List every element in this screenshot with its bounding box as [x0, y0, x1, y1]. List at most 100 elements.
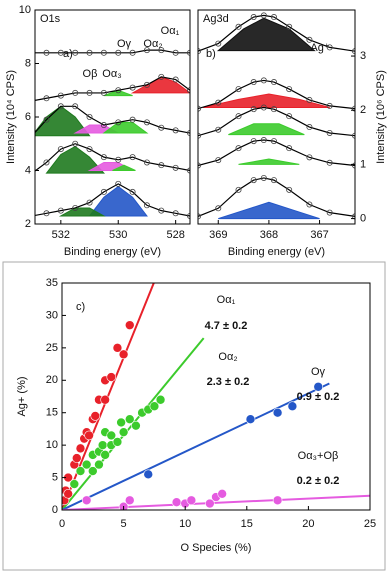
data-point: [186, 495, 197, 506]
data-point: [270, 106, 277, 113]
data-point: [306, 124, 313, 131]
data-point: [260, 12, 267, 19]
plot-area: [62, 283, 370, 510]
data-point: [72, 49, 79, 56]
panel-label: a): [63, 48, 73, 60]
data-point: [35, 100, 36, 102]
plot-area: [198, 12, 355, 220]
data-point: [260, 174, 267, 181]
peak-label: Ag⁺: [310, 42, 329, 54]
data-point: [172, 127, 179, 134]
plot-area: [35, 47, 190, 219]
data-point: [43, 159, 50, 166]
data-point: [260, 77, 267, 84]
data-point: [143, 202, 150, 209]
data-point: [326, 102, 333, 109]
y-axis-label: Intensity (10⁴ CPS): [5, 70, 17, 164]
x-axis-label: O Species (%): [181, 542, 252, 554]
series-label: Oγ: [311, 366, 326, 378]
data-point: [43, 49, 50, 56]
data-point: [326, 159, 333, 166]
data-point: [129, 49, 136, 56]
slope-label: 4.7 ± 0.2: [205, 320, 248, 332]
y-tick-label: 30: [46, 309, 58, 321]
y-tick-label: 3: [360, 50, 366, 62]
x-tick-label: 528: [166, 229, 184, 241]
data-point: [235, 86, 242, 93]
data-point: [100, 49, 107, 56]
y-tick-label: 35: [46, 277, 58, 289]
peak-label: Oα₃: [102, 68, 121, 80]
data-point: [326, 129, 333, 136]
data-point: [72, 103, 79, 110]
data-point: [43, 95, 50, 102]
panel-title: O1s: [40, 13, 61, 25]
data-point: [286, 86, 293, 93]
data-point: [100, 122, 107, 129]
data-point: [215, 205, 222, 212]
data-point: [115, 180, 122, 187]
axes-frame: [34, 9, 191, 225]
component-peak: [218, 201, 320, 220]
y-tick-label: 0: [360, 212, 366, 224]
spectrum-envelope: [198, 106, 355, 137]
data-point: [115, 156, 122, 163]
data-point: [235, 145, 242, 152]
data-point: [143, 159, 150, 166]
panel-title: Ag3d: [203, 13, 229, 25]
axes-frame: [197, 9, 356, 225]
peak-label: Oα₂: [143, 38, 162, 50]
data-point: [90, 411, 101, 421]
fit-line: [62, 494, 370, 510]
y-tick-label: 25: [46, 342, 58, 354]
y-tick-label: 10: [46, 439, 58, 451]
x-axis-label: Binding energy (eV): [228, 246, 325, 258]
data-point: [57, 49, 64, 56]
data-point: [143, 469, 154, 480]
data-point: [75, 466, 86, 476]
data-point: [287, 401, 298, 412]
data-point: [250, 177, 257, 184]
data-point: [149, 401, 160, 412]
x-tick-label: 10: [179, 518, 191, 530]
data-point: [112, 343, 123, 353]
data-point: [215, 126, 222, 133]
y-axis-label: Intensity (10⁶ CPS): [375, 70, 387, 164]
x-axis-label: Binding energy (eV): [64, 246, 161, 258]
slope-label: 0.2 ± 0.2: [297, 475, 340, 487]
data-point: [72, 204, 79, 211]
data-point: [235, 23, 242, 30]
data-point: [129, 154, 136, 161]
data-point: [198, 48, 201, 55]
data-point: [270, 79, 277, 86]
data-point: [118, 349, 129, 360]
axes-frame: [61, 282, 371, 511]
data-point: [71, 453, 82, 463]
data-point: [205, 498, 215, 509]
data-point: [81, 495, 92, 506]
data-point: [86, 146, 93, 153]
data-point: [286, 145, 293, 152]
y-axis-label: Ag+ (%): [16, 376, 28, 416]
x-tick-label: 5: [121, 518, 127, 530]
x-tick-label: 367: [310, 229, 328, 241]
data-point: [158, 73, 165, 80]
component-peak: [112, 164, 136, 171]
data-point: [86, 89, 93, 96]
y-tick-label: 20: [46, 374, 58, 386]
data-point: [306, 201, 313, 208]
data-point: [217, 488, 227, 499]
data-point: [115, 87, 122, 94]
data-point: [129, 116, 136, 123]
data-point: [270, 177, 277, 184]
data-point: [116, 417, 126, 428]
y-tick-label: 2: [25, 218, 31, 230]
data-point: [129, 188, 136, 195]
data-point: [172, 76, 179, 83]
y-tick-label: 8: [25, 57, 31, 69]
spectrum-envelope: [198, 14, 355, 52]
data-point: [72, 89, 79, 96]
component-peak: [238, 158, 300, 165]
data-point: [198, 132, 201, 139]
data-point: [245, 414, 256, 425]
